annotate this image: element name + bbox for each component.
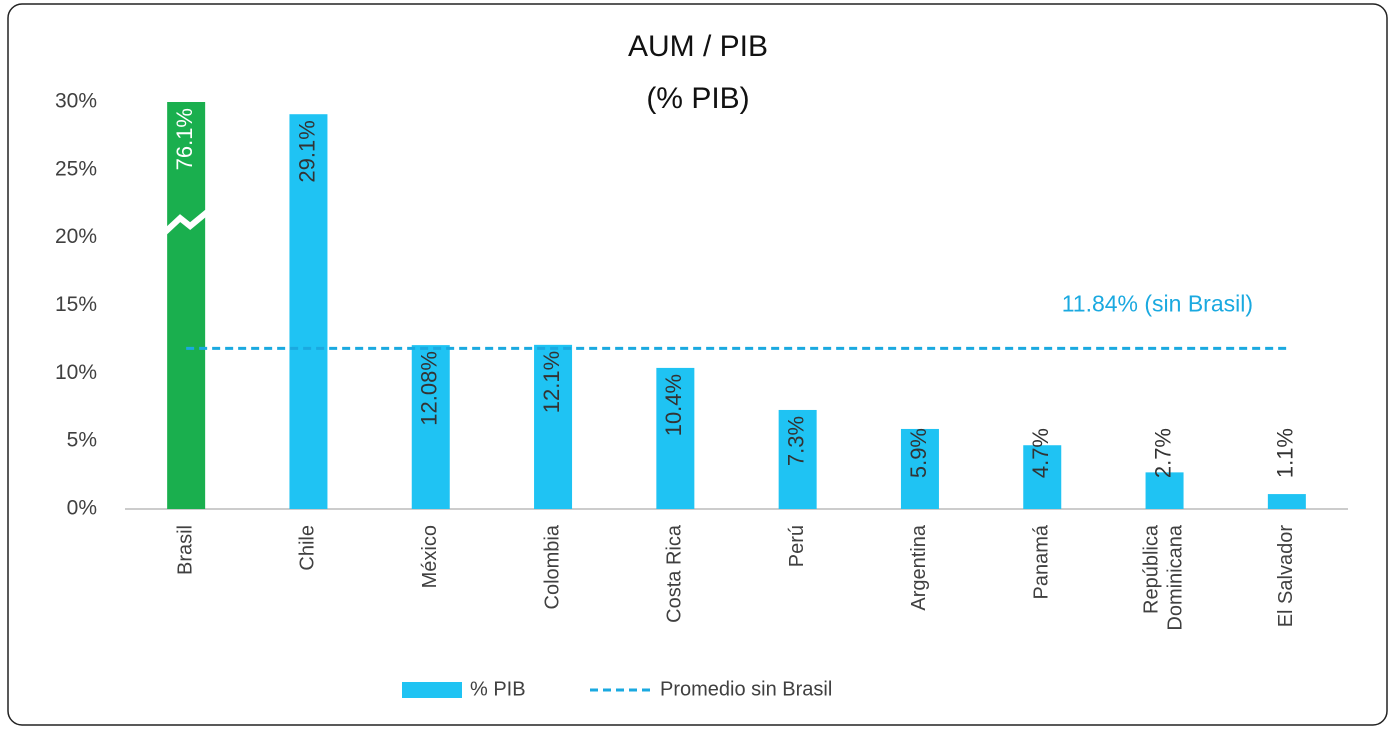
bar: [778, 409, 817, 509]
x-tick-label: Brasil: [174, 525, 196, 575]
x-tick-label: Colombia: [541, 524, 563, 609]
value-label: 2.7%: [1150, 428, 1175, 478]
bar: [1145, 472, 1184, 509]
plot-area: [167, 102, 1306, 510]
chart-frame: [7, 3, 1388, 726]
bar: [1023, 445, 1062, 509]
value-label: 7.3%: [783, 416, 808, 466]
axis-break: [163, 209, 210, 235]
x-tick-label: Argentina: [908, 524, 930, 610]
chart-subtitle: (% PIB): [646, 82, 749, 115]
value-label: 4.7%: [1028, 428, 1053, 478]
y-tick-label: 5%: [67, 429, 97, 452]
y-tick-label: 10%: [55, 361, 97, 384]
value-label: 1.1%: [1273, 428, 1298, 478]
bar: [900, 428, 939, 509]
legend-label: % PIB: [470, 678, 526, 700]
y-tick-label: 20%: [55, 225, 97, 248]
legend-swatch: [402, 682, 462, 698]
bar: [167, 102, 206, 509]
legend-label: Promedio sin Brasil: [660, 678, 832, 700]
y-tick-label: 15%: [55, 293, 97, 316]
x-tick-label: República Dominicana: [1141, 524, 1187, 630]
average-annotation: 11.84% (sin Brasil): [1062, 290, 1253, 316]
bar: [411, 345, 450, 509]
bar: [534, 344, 573, 509]
y-tick-label: 30%: [55, 90, 97, 113]
value-label: 10.4%: [661, 374, 686, 436]
value-label: 12.08%: [417, 351, 442, 426]
x-tick-label: Perú: [786, 525, 808, 567]
y-tick-label: 0%: [67, 497, 97, 520]
x-tick-label: El Salvador: [1275, 525, 1297, 628]
value-label: 12.1%: [539, 351, 564, 413]
bar: [289, 114, 328, 510]
value-label: 29.1%: [294, 120, 319, 182]
value-label: 76.1%: [172, 108, 197, 170]
y-tick-label: 25%: [55, 157, 97, 180]
x-tick-label: Panamá: [1031, 524, 1053, 599]
bar: [1267, 494, 1306, 509]
value-label: 5.9%: [906, 428, 931, 478]
x-tick-label: México: [419, 525, 441, 588]
chart-title: AUM / PIB: [628, 30, 768, 63]
x-tick-label: Chile: [297, 525, 319, 571]
x-tick-label: Costa Rica: [664, 524, 686, 623]
bar: [656, 367, 695, 509]
